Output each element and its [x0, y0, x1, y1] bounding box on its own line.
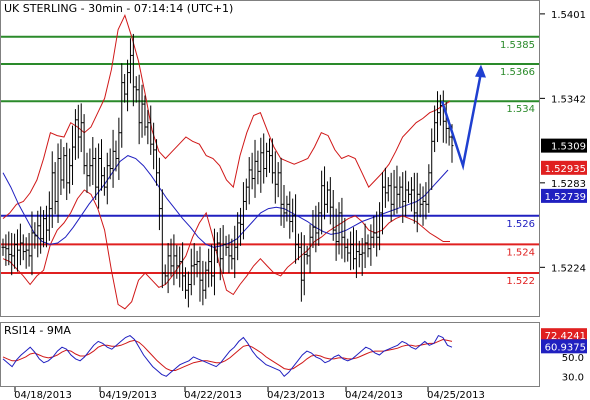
level-label-4: 1.524 [506, 247, 535, 258]
date-label-1: 04/19/2013 [99, 390, 157, 400]
price-tag-label-0: 1.5309 [551, 142, 586, 153]
rsi-tag-bg-0 [541, 328, 587, 343]
price-axis-ticks: 1.5401 1.5342 1.5283 1.5224 [540, 10, 586, 274]
rsi-lines [2, 334, 453, 378]
rsi-panel-frame [0, 322, 540, 387]
date-label-3: 04/23/2013 [267, 390, 325, 400]
price-tick-label-2: 1.5283 [551, 179, 586, 190]
date-label-5: 04/25/2013 [427, 390, 485, 400]
bollinger-upper-band [2, 13, 451, 219]
level-label-3: 1.526 [506, 219, 535, 230]
rsi-panel-label: RSI14 - 9MA [4, 324, 71, 337]
forecast-arrow-line [440, 72, 483, 171]
price-tag-bg-2 [541, 188, 587, 203]
level-label-0: 1.5385 [500, 40, 535, 51]
price-bars [1, 33, 454, 308]
price-tag-label-1: 1.52935 [545, 164, 586, 175]
rsi-tag-bg-1 [541, 339, 587, 354]
level-label-5: 1.522 [506, 276, 535, 287]
level-label-1: 1.5366 [500, 67, 535, 78]
rsi-tick-label-1: 30.0 [562, 372, 584, 383]
price-tag-bg-1 [541, 160, 587, 175]
price-tag-bg-0 [541, 138, 587, 153]
price-tick-label-0: 1.5401 [551, 10, 586, 21]
date-label-2: 04/22/2013 [184, 390, 242, 400]
rsi-tick-label-0: 50.0 [562, 353, 584, 364]
level-label-2: 1.534 [506, 104, 535, 115]
chart-title: UK STERLING - 30min - 07:14:14 (UTC+1) [4, 2, 233, 15]
forecast-arrow-head [475, 64, 486, 78]
price-tags: 1.5309 1.52935 1.52739 [541, 138, 587, 203]
rsi-tag-label-0: 72.4241 [545, 331, 586, 342]
price-tag-label-2: 1.52739 [545, 192, 586, 203]
date-label-4: 04/24/2013 [345, 390, 403, 400]
rsi-line [2, 334, 453, 378]
price-tick-label-3: 1.5224 [551, 263, 586, 274]
rsi-ma-line [2, 338, 453, 371]
rsi-tag-label-1: 60.9375 [545, 342, 586, 353]
forecast-arrow [440, 64, 486, 171]
rsi-axis-ticks: 50.0 30.0 [562, 353, 584, 383]
date-axis: 04/18/2013 04/19/2013 04/22/2013 04/23/2013… [14, 387, 485, 400]
price-tick-label-1: 1.5342 [551, 94, 586, 105]
date-label-0: 04/18/2013 [14, 390, 72, 400]
price-axis-area [540, 0, 590, 317]
